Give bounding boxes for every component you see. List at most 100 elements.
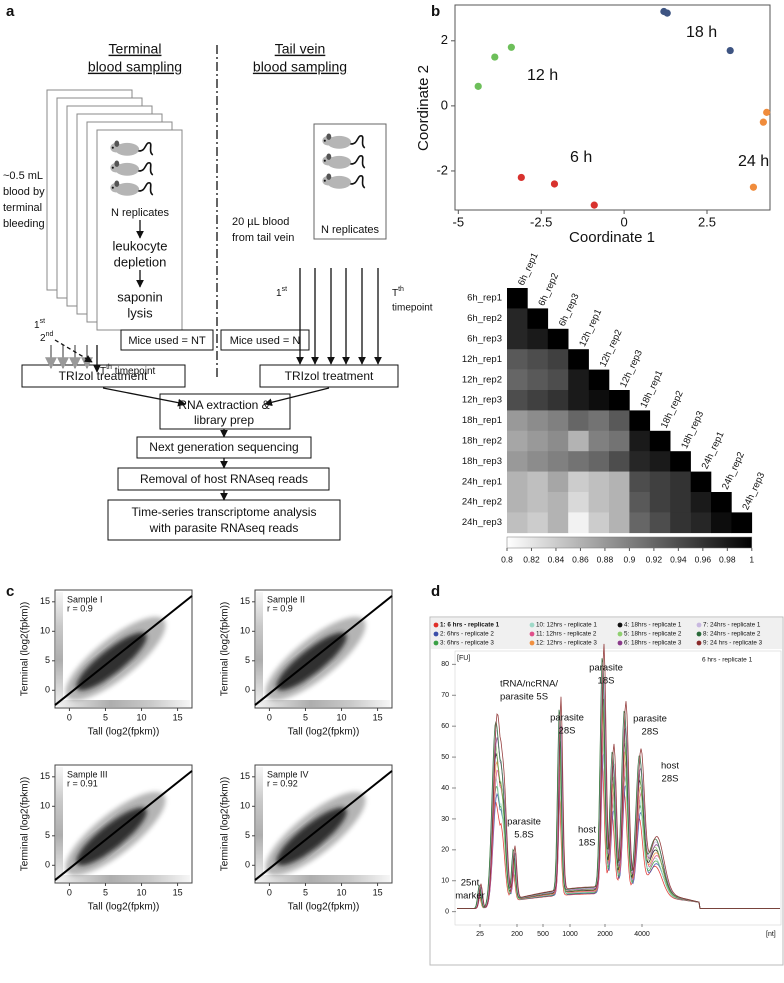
y-axis-title: Coordinate 2 bbox=[415, 65, 432, 151]
row-label: 18h_rep1 bbox=[462, 415, 502, 426]
heat-cell bbox=[507, 308, 528, 330]
label: N replicates bbox=[321, 224, 380, 236]
heat-cell bbox=[507, 471, 528, 493]
heat-cell bbox=[649, 471, 671, 493]
panel-title: Sample II bbox=[267, 594, 305, 604]
timepoint-part: st bbox=[282, 286, 288, 293]
legend-swatch bbox=[529, 631, 535, 637]
column-label: 12h_rep3 bbox=[618, 348, 645, 389]
y-tick-label: 5 bbox=[45, 830, 50, 840]
heat-cell bbox=[568, 430, 589, 452]
colorbar-label: 1 bbox=[749, 554, 754, 564]
column-label: 6h_rep2 bbox=[536, 271, 561, 307]
y-tick-label: 0 bbox=[445, 908, 449, 915]
label: timepoint bbox=[392, 303, 433, 314]
legend-label: 8: 24hrs - replicate 2 bbox=[703, 631, 761, 638]
panel-label: a bbox=[6, 3, 15, 20]
y-axis-title: Terminal (log2(fpkm)) bbox=[20, 602, 31, 696]
step-box bbox=[220, 329, 310, 351]
rug-x bbox=[257, 875, 390, 882]
timepoint-part: th bbox=[106, 364, 112, 371]
peak-annotation: 18S bbox=[598, 676, 615, 687]
point bbox=[726, 46, 734, 55]
step-box bbox=[259, 364, 399, 388]
heat-cell bbox=[547, 512, 569, 534]
label: leukocyte bbox=[113, 238, 168, 253]
heat-cell bbox=[507, 369, 528, 391]
y-tick-label: 15 bbox=[40, 596, 50, 606]
heat-cell bbox=[609, 430, 630, 452]
y-tick-label: 20 bbox=[441, 847, 449, 854]
label: library prep bbox=[194, 413, 254, 427]
y-tick-label: 10 bbox=[40, 801, 50, 811]
column-label: 24h_rep2 bbox=[720, 450, 747, 491]
timepoint-part: st bbox=[40, 318, 46, 325]
heat-cell bbox=[547, 369, 569, 391]
timepoint-part: 2 bbox=[40, 333, 46, 344]
x-tick-label: 5 bbox=[303, 712, 308, 722]
heat-cell bbox=[527, 349, 549, 370]
legend-swatch bbox=[529, 622, 535, 628]
x-tick-label: 10 bbox=[137, 712, 147, 722]
x-tick-label: 2000 bbox=[597, 931, 613, 938]
peak-annotation: 25nt bbox=[461, 878, 480, 889]
point bbox=[759, 118, 767, 126]
y-tick-label: 2 bbox=[441, 32, 448, 47]
rug-y bbox=[56, 592, 63, 706]
point bbox=[763, 108, 771, 116]
row-label: 12h_rep3 bbox=[462, 395, 502, 406]
panel-stat: r = 0.92 bbox=[267, 778, 298, 788]
label: terminal bbox=[3, 202, 42, 214]
legend-swatch bbox=[529, 640, 535, 646]
peak-annotation: parasite bbox=[589, 663, 623, 674]
legend-swatch bbox=[433, 631, 439, 637]
timepoint-part: 1 bbox=[276, 288, 282, 299]
panel-stat: r = 0.91 bbox=[67, 778, 98, 788]
peak-annotation: tRNA/ncRNA/ bbox=[500, 679, 558, 690]
x-axis-title: Tall (log2(fpkm)) bbox=[88, 727, 160, 738]
x-axis-title: Tall (log2(fpkm)) bbox=[288, 902, 360, 913]
heat-cell bbox=[629, 430, 651, 452]
heat-cell bbox=[609, 410, 630, 432]
heat-cell bbox=[690, 471, 712, 493]
peak-annotation: 28S bbox=[662, 774, 679, 785]
column-label: 6h_rep3 bbox=[557, 292, 582, 328]
heat-cell bbox=[670, 492, 691, 513]
timepoint-label: Tth timepoint bbox=[100, 364, 156, 377]
label: TRIzol treatment bbox=[285, 369, 374, 383]
heat-cell bbox=[609, 451, 630, 472]
arrow bbox=[264, 387, 330, 407]
legend-label: 3: 6hrs - replicate 3 bbox=[440, 640, 494, 647]
x-tick-label: 15 bbox=[373, 887, 383, 897]
heat-cell bbox=[527, 471, 549, 493]
x-tick-label: -5 bbox=[453, 214, 465, 229]
heat-cell bbox=[649, 492, 671, 513]
legend-swatch bbox=[617, 640, 623, 646]
x-tick-label: -2.5 bbox=[530, 214, 552, 229]
legend-label: 5: 18hrs - replicate 2 bbox=[624, 631, 682, 638]
row-label: 6h_rep3 bbox=[467, 334, 502, 345]
colorbar-label: 0.94 bbox=[670, 554, 687, 564]
legend-label: 11: 12hrs - replicate 2 bbox=[536, 631, 597, 638]
heat-cell bbox=[588, 390, 610, 411]
y-tick-label: 15 bbox=[240, 596, 250, 606]
heat-cell bbox=[547, 492, 569, 513]
heat-cell bbox=[629, 492, 651, 513]
column-label: 18h_rep2 bbox=[659, 389, 686, 430]
peak-annotation: marker bbox=[455, 891, 485, 902]
heat-cell bbox=[547, 328, 569, 350]
colorbar-label: 0.82 bbox=[523, 554, 540, 564]
point bbox=[663, 9, 671, 17]
y-tick-label: 0 bbox=[45, 860, 50, 870]
heat-cell bbox=[588, 471, 610, 493]
fit-line bbox=[254, 595, 393, 706]
point bbox=[517, 173, 525, 182]
timepoint-part: T bbox=[100, 366, 106, 377]
label: from tail vein bbox=[232, 232, 294, 244]
colorbar-label: 0.98 bbox=[719, 554, 736, 564]
y-tick-label: -2 bbox=[436, 162, 448, 177]
heat-cell bbox=[527, 390, 549, 411]
x-tick-label: 10 bbox=[337, 887, 347, 897]
x-tick-label: 0 bbox=[267, 887, 272, 897]
